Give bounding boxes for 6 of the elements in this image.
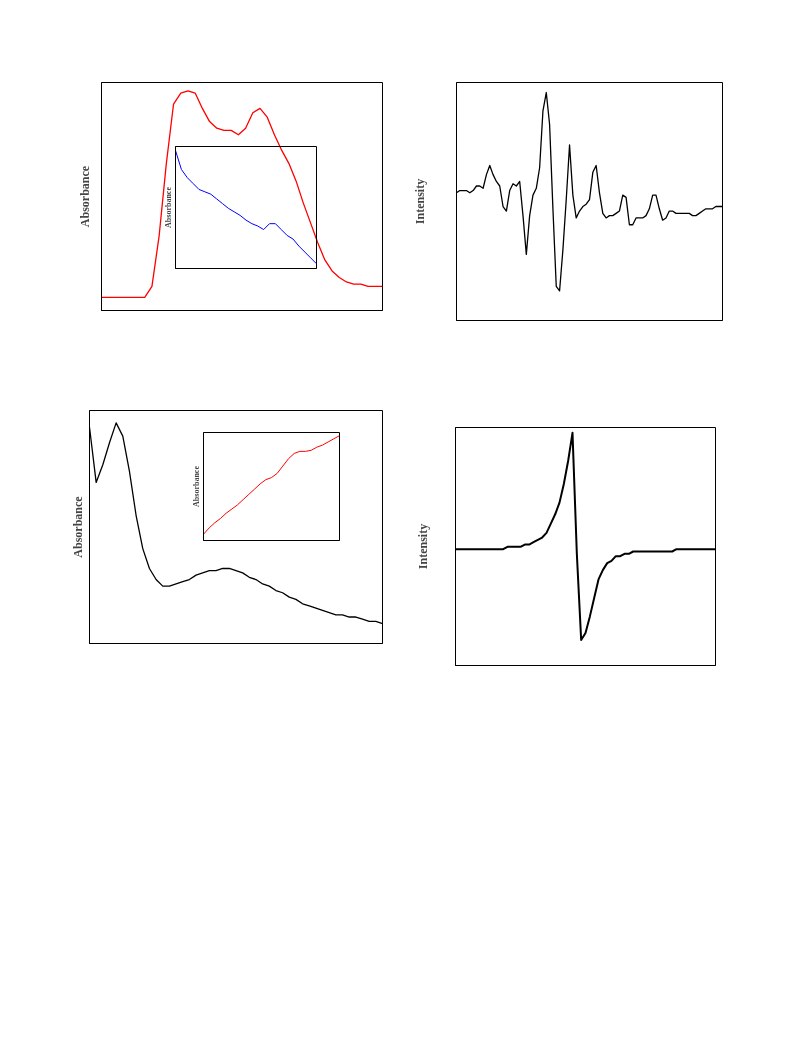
y-axis-title: Absorbance — [191, 465, 201, 507]
y-axis-title: Intensity — [412, 178, 427, 225]
y-axis-title: Absorbance — [70, 495, 85, 558]
y-axis-title: Absorbance — [77, 165, 92, 228]
y-axis-title: Absorbance — [163, 186, 173, 228]
y-axis-title: Intensity — [415, 523, 430, 570]
